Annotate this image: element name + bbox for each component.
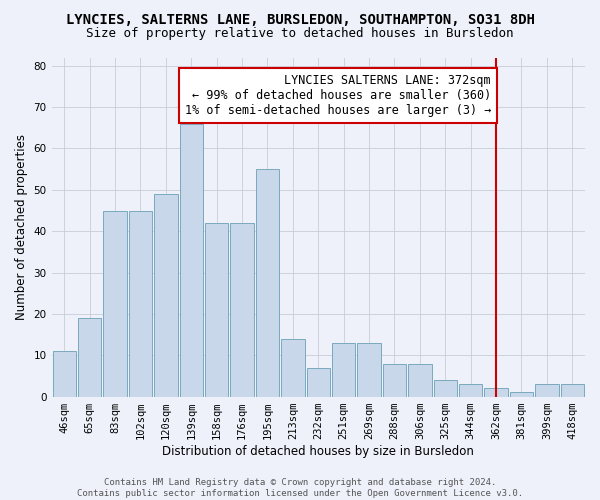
Y-axis label: Number of detached properties: Number of detached properties xyxy=(15,134,28,320)
Bar xyxy=(408,364,431,396)
Bar xyxy=(383,364,406,396)
Bar xyxy=(560,384,584,396)
Bar xyxy=(53,351,76,397)
Bar xyxy=(179,124,203,396)
Bar xyxy=(78,318,101,396)
Bar xyxy=(434,380,457,396)
Bar xyxy=(205,223,229,396)
Text: LYNCIES SALTERNS LANE: 372sqm
← 99% of detached houses are smaller (360)
1% of s: LYNCIES SALTERNS LANE: 372sqm ← 99% of d… xyxy=(185,74,491,117)
Bar xyxy=(129,210,152,396)
Bar xyxy=(154,194,178,396)
X-axis label: Distribution of detached houses by size in Bursledon: Distribution of detached houses by size … xyxy=(163,444,474,458)
Bar xyxy=(358,343,381,396)
Bar xyxy=(484,388,508,396)
Bar xyxy=(307,368,330,396)
Text: Size of property relative to detached houses in Bursledon: Size of property relative to detached ho… xyxy=(86,28,514,40)
Bar xyxy=(332,343,355,396)
Bar xyxy=(510,392,533,396)
Bar xyxy=(281,338,305,396)
Text: Contains HM Land Registry data © Crown copyright and database right 2024.
Contai: Contains HM Land Registry data © Crown c… xyxy=(77,478,523,498)
Bar xyxy=(103,210,127,396)
Bar xyxy=(459,384,482,396)
Bar xyxy=(230,223,254,396)
Bar xyxy=(256,169,279,396)
Bar xyxy=(535,384,559,396)
Text: LYNCIES, SALTERNS LANE, BURSLEDON, SOUTHAMPTON, SO31 8DH: LYNCIES, SALTERNS LANE, BURSLEDON, SOUTH… xyxy=(65,12,535,26)
